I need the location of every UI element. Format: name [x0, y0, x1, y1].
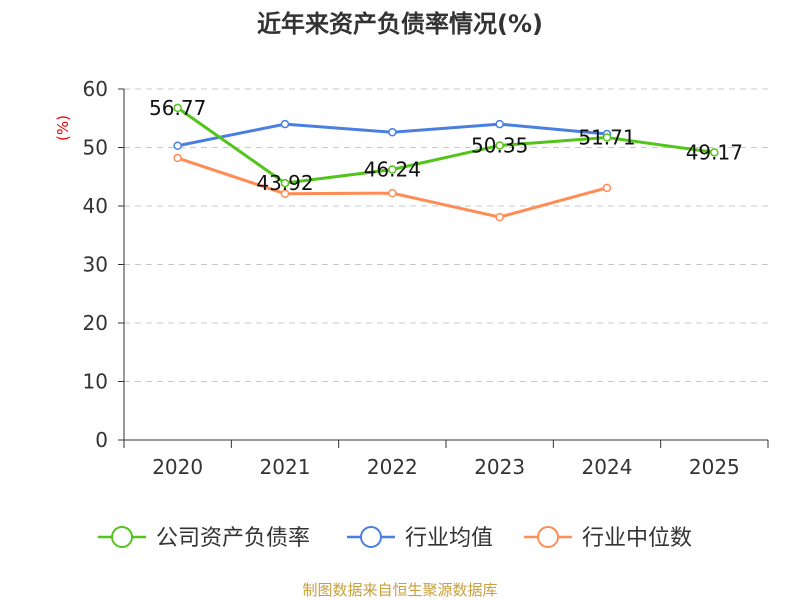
- data-label: 50.35: [471, 133, 528, 157]
- data-label: 43.92: [256, 171, 313, 195]
- data-point: [388, 165, 397, 174]
- chart-title: 近年来资产负债率情况(%): [257, 10, 543, 38]
- legend-marker-icon: [537, 526, 559, 548]
- y-tick-label: 50: [83, 136, 108, 160]
- data-point: [388, 128, 397, 137]
- y-tick-label: 10: [83, 370, 108, 394]
- y-tick-label: 60: [83, 77, 108, 101]
- data-point: [280, 178, 290, 188]
- x-tick-label: 2023: [474, 455, 525, 479]
- legend-label: 行业中位数: [582, 526, 692, 551]
- data-point: [495, 119, 504, 129]
- y-tick-label: 40: [83, 194, 108, 218]
- data-label: 51.71: [578, 125, 635, 149]
- data-label: 49.17: [686, 140, 743, 164]
- x-tick-label: 2025: [689, 455, 740, 479]
- data-point: [602, 183, 612, 193]
- data-point: [173, 153, 182, 163]
- legend-label: 行业均值: [405, 526, 493, 551]
- data-point: [280, 189, 290, 198]
- y-tick-label: 30: [83, 253, 108, 277]
- data-label: 56.77: [149, 96, 206, 120]
- data-point: [280, 119, 290, 129]
- footer-source: 制图数据来自恒生聚源数据库: [302, 581, 497, 599]
- y-tick-label: 20: [83, 311, 108, 335]
- x-tick-label: 2022: [367, 455, 418, 479]
- data-point: [388, 188, 397, 198]
- x-tick-label: 2024: [582, 455, 633, 479]
- x-tick-label: 2021: [260, 455, 311, 479]
- series-line: [176, 106, 715, 185]
- data-point: [495, 212, 504, 222]
- legend-label: 公司资产负债率: [156, 526, 310, 551]
- y-tick-label: 0: [95, 428, 108, 452]
- data-point: [602, 133, 612, 142]
- data-point: [173, 141, 182, 150]
- y-axis-label: (%): [54, 115, 72, 141]
- legend-marker-icon: [111, 526, 133, 548]
- data-label: 46.24: [364, 157, 421, 181]
- data-point: [710, 148, 719, 157]
- x-tick-label: 2020: [152, 455, 203, 479]
- legend-marker-icon: [360, 526, 382, 548]
- data-point: [495, 141, 504, 150]
- data-point: [173, 103, 182, 113]
